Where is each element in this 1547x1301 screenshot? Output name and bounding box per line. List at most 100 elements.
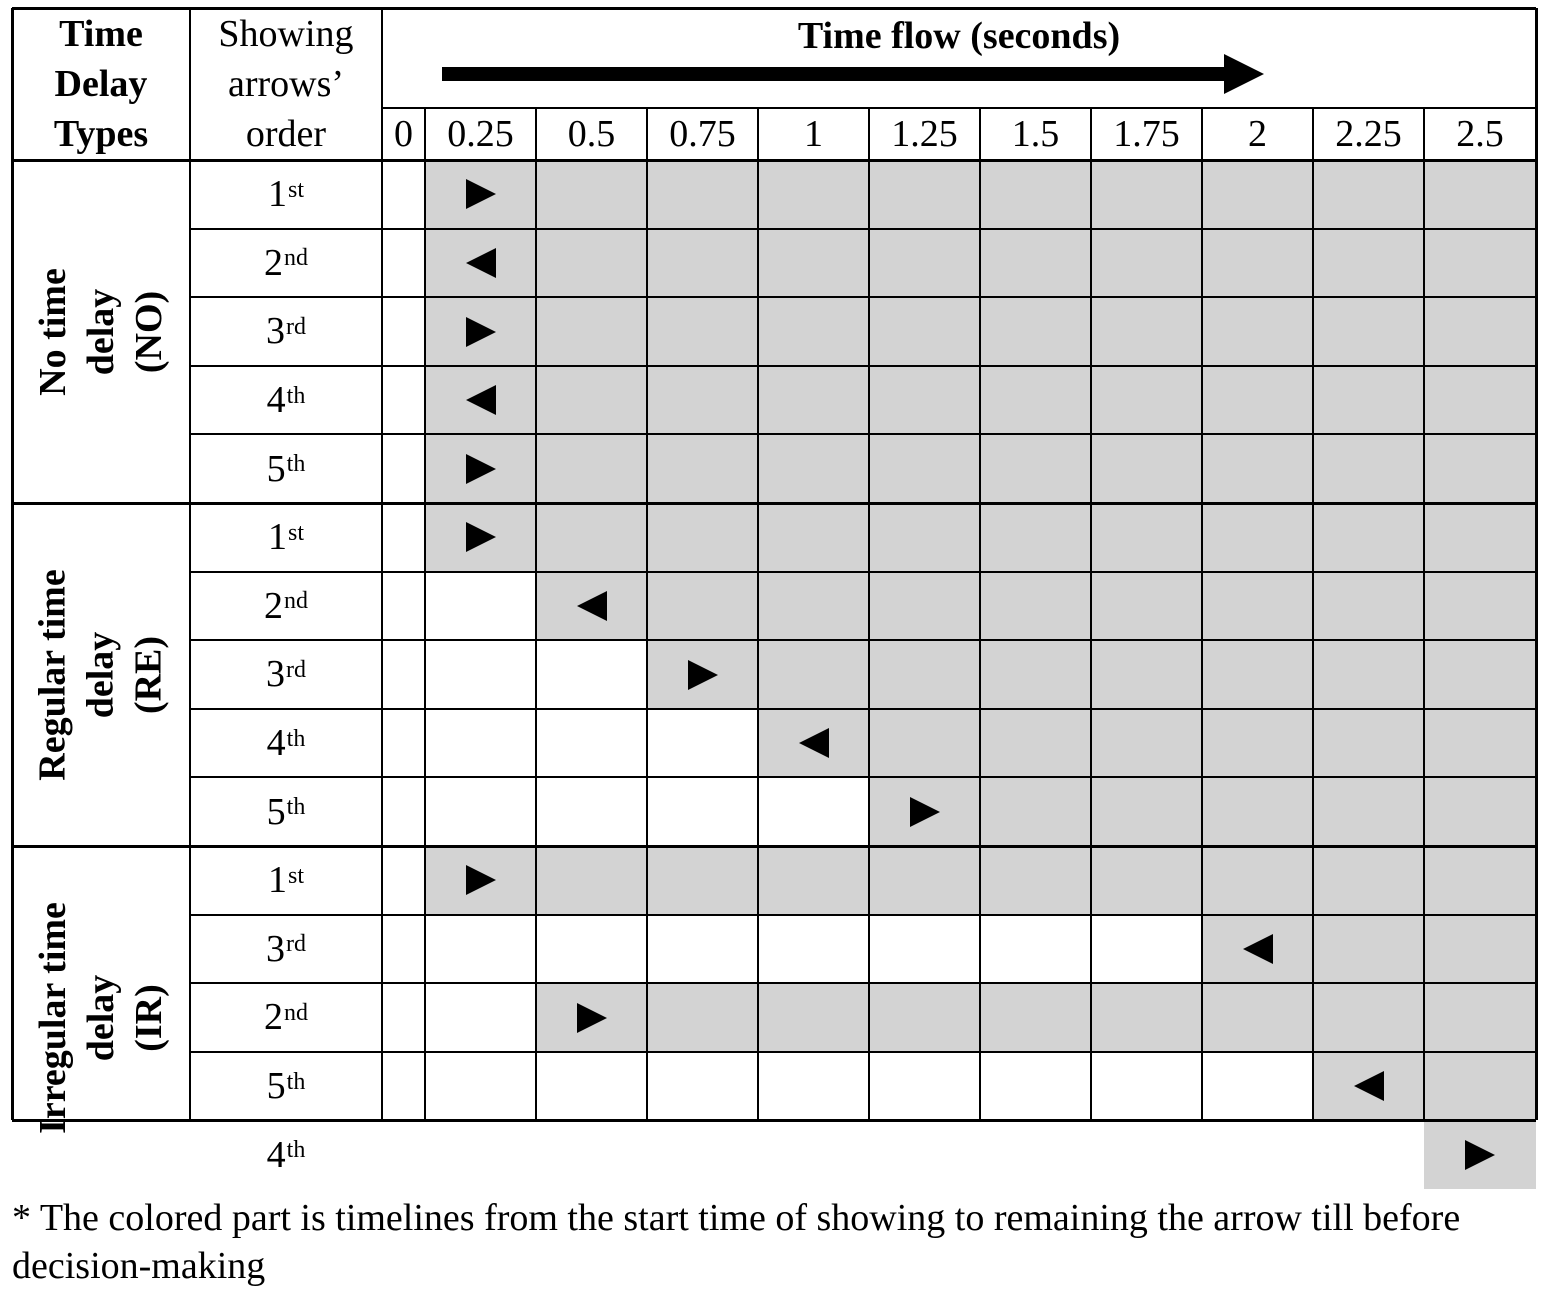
order-number: 5 [266, 790, 286, 833]
grid-line [190, 570, 1536, 573]
order-suffix: nd [284, 999, 308, 1026]
group-label-text-line: (NO) [128, 290, 170, 373]
group-label-text-line: No time [32, 267, 74, 396]
group-label-2: Irregular time delay (IR) [12, 846, 190, 1189]
grid-line [190, 913, 1536, 916]
group-label-text-line: Regular time [32, 568, 75, 781]
time-tick-label: 1.75 [1113, 113, 1180, 155]
grid-line [1201, 108, 1203, 1121]
group-label-text-line: (IR) [128, 983, 170, 1052]
time-tick-label: 0.75 [669, 113, 736, 155]
grid-line [382, 107, 1536, 109]
time-tick-label: 1.5 [1011, 113, 1060, 155]
time-delay-types-header-line: Types [53, 113, 149, 155]
grid-line [190, 296, 1536, 299]
grid-line [190, 707, 1536, 710]
grid-line [189, 8, 191, 1121]
order-number: 3 [266, 653, 285, 696]
right-arrow-icon [465, 179, 496, 210]
grid-line [1312, 108, 1314, 1121]
order-number: 3 [266, 927, 285, 970]
grid-line [1423, 108, 1425, 1121]
order-suffix: st [287, 176, 304, 203]
order-suffix: st [287, 862, 304, 889]
group-label-text-line: (RE) [128, 635, 171, 714]
grid-line [190, 227, 1536, 230]
right-arrow-icon [1465, 1139, 1495, 1170]
order-number: 1 [267, 173, 287, 216]
grid-line [190, 433, 1536, 436]
grid-line [190, 639, 1536, 642]
grid-line [12, 501, 1536, 505]
right-arrow-icon [465, 453, 496, 484]
right-arrow-icon [465, 865, 496, 896]
shaded-timeline [536, 571, 1536, 641]
group-label-text-line: delay [80, 288, 122, 375]
grid-line [424, 108, 426, 1121]
left-arrow-icon [798, 728, 829, 759]
order-suffix: st [287, 519, 304, 546]
shaded-timeline [758, 708, 1536, 778]
order-number: 1 [267, 859, 287, 902]
grid-line [757, 108, 759, 1121]
grid-line [979, 108, 981, 1121]
group-label-text-line: delay [80, 631, 123, 718]
left-arrow-icon [1242, 933, 1273, 964]
left-arrow-icon [576, 590, 607, 621]
shaded-timeline [536, 983, 1536, 1052]
showing-arrows-order-header-line: order [245, 113, 327, 155]
time-tick-label: 2 [1248, 113, 1267, 155]
grid-line [381, 8, 383, 1121]
right-arrow-icon [687, 659, 718, 690]
grid-line [12, 158, 1536, 162]
grid-line [868, 108, 870, 1121]
timeflow-title: Time flow (seconds) [797, 15, 1121, 57]
order-suffix: rd [286, 931, 306, 958]
time-tick-label: 2.5 [1456, 113, 1504, 155]
order-number: 4 [266, 722, 286, 765]
left-arrow-icon [465, 247, 496, 278]
grid-line [1090, 108, 1092, 1121]
time-delay-types-header: Time Delay Types [12, 8, 190, 160]
order-suffix: nd [284, 588, 308, 615]
left-arrow-icon [1353, 1071, 1384, 1102]
order-number: 4 [266, 1133, 286, 1176]
order-suffix: nd [284, 245, 308, 272]
grid-line [12, 844, 1536, 848]
grid-line [190, 364, 1536, 367]
time-delay-types-header-line: Time [59, 13, 143, 55]
group-label-text-line: delay [80, 974, 122, 1061]
group-label-text: No time delay (NO) [29, 268, 173, 396]
right-arrow-icon [465, 522, 496, 553]
footnote: * The colored part is timelines from the… [12, 1197, 1461, 1287]
showing-arrows-order-header: Showing arrows’ order [190, 8, 382, 160]
group-label-1: Regular time delay (RE) [12, 503, 190, 846]
order-number: 2 [264, 241, 283, 284]
order-number: 2 [264, 584, 283, 627]
group-label-text: Regular time delay (RE) [29, 569, 173, 780]
order-suffix: th [286, 382, 306, 409]
right-arrow-icon [909, 796, 940, 827]
grid-line [190, 776, 1536, 779]
order-number: 3 [266, 310, 285, 353]
order-suffix: th [286, 1137, 306, 1164]
group-label-text-line: Irregular time [32, 901, 74, 1134]
order-suffix: rd [286, 656, 306, 683]
time-delay-types-header-line: Delay [54, 63, 148, 105]
grid-line [190, 982, 1536, 985]
left-arrow-icon [465, 385, 496, 416]
order-suffix: th [286, 1068, 306, 1095]
grid-line [10, 8, 14, 1121]
showing-arrows-order-header-line: arrows’ [227, 63, 345, 105]
grid-line [1534, 8, 1538, 1121]
